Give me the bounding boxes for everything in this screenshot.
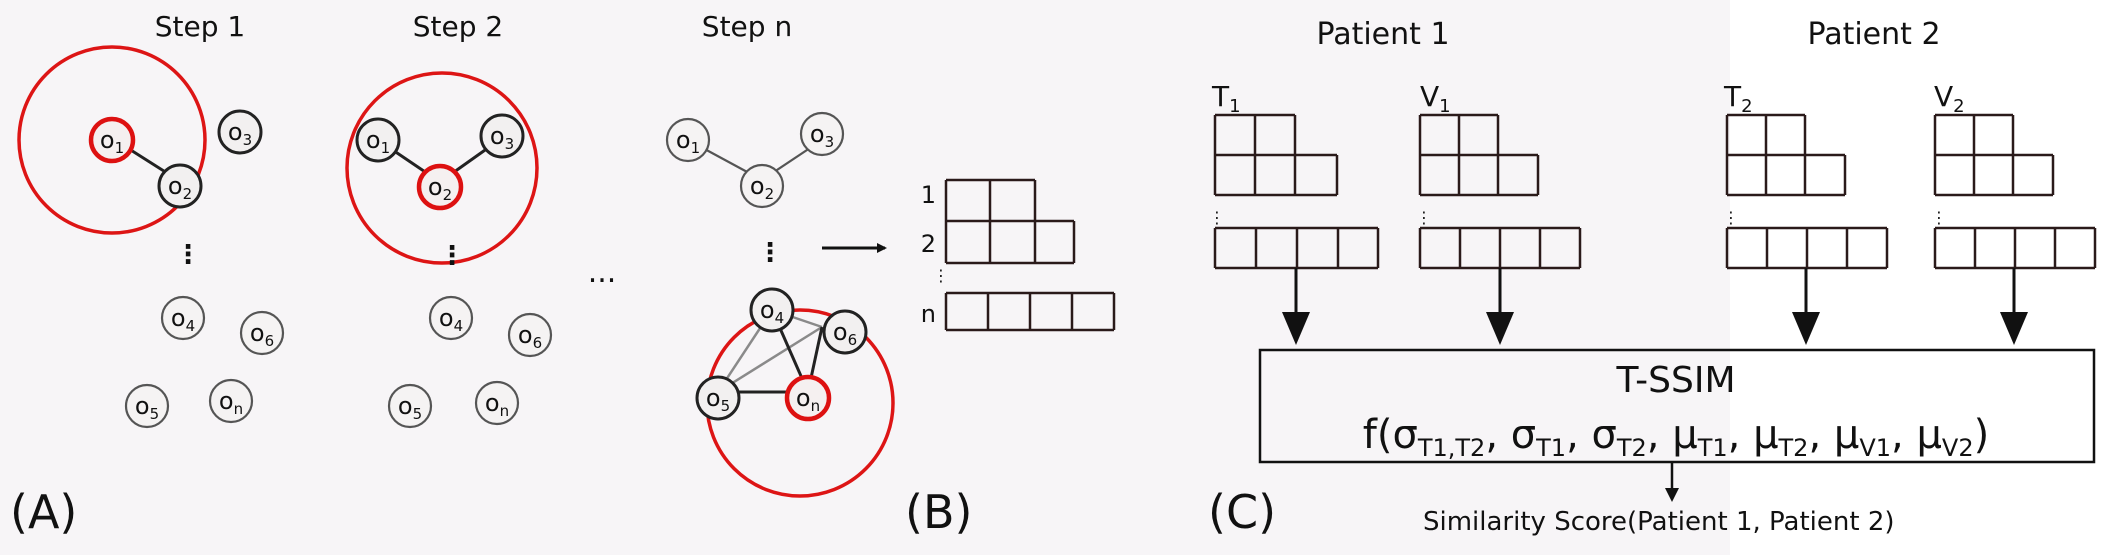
node-o5 [124,383,170,429]
matrix-t1: T1 ⋮ [1209,80,1380,345]
svg-text:o5: o5 [135,392,159,423]
matrix-v1-label: V1 [1420,80,1451,117]
arrow-down [1665,488,1679,502]
node-o3 [479,113,525,159]
node-o6 [239,310,285,356]
svg-text:o6: o6 [518,321,542,352]
svg-text:o2: o2 [428,173,452,204]
similarity-formula: f(σT1,T2, σT1, σT2, μT1, μT2, μV1, μV2) [1363,412,1989,462]
svg-text:o2: o2 [750,172,774,203]
svg-text:o2: o2 [168,172,192,203]
svg-text:o5: o5 [706,384,730,415]
arrow-down [2000,312,2028,345]
node-o6 [507,312,553,358]
vertical-dots: ⋮ [933,266,949,285]
svg-text:on: on [796,384,820,415]
svg-text:⋮: ⋮ [1723,208,1739,227]
node-o4 [160,295,206,341]
row-label-2: 2 [921,230,936,258]
formula-term-6: μ [1916,412,1941,458]
node-o2 [157,163,203,209]
node-o4 [749,287,795,333]
row-label-1: 1 [921,181,936,209]
svg-text:⋮: ⋮ [1931,208,1947,227]
node-o1 [665,117,711,163]
svg-text:o1: o1 [676,126,700,157]
svg-text:o4: o4 [439,304,463,335]
svg-text:o1: o1 [100,126,124,157]
svg-text:o6: o6 [250,319,274,350]
node-o3 [217,109,263,155]
node-o1 [355,117,401,163]
matrix-v2-label: V2 [1934,80,1965,117]
svg-text:o3: o3 [810,120,834,151]
formula-term-3: μ [1672,412,1697,458]
arrow-down [1486,312,1514,345]
step-1-graph: o1 o2 o3 ⋮ o4 o6 o5 on [17,45,285,429]
node-o5 [387,383,433,429]
tssim-title: T-SSIM [1615,360,1735,401]
patient-2-label: Patient 2 [1807,17,1940,52]
svg-text:⋮: ⋮ [1416,208,1432,227]
node-on [784,374,832,422]
step-2-label: Step 2 [413,10,503,43]
svg-text:o1: o1 [366,126,390,157]
vertical-dots: ⋮ [439,241,465,271]
matrix-t2-label: T2 [1723,80,1753,117]
node-on [474,380,520,426]
step-n-label: Step n [702,10,792,43]
step-n-graph: ⋮ o1 o2 o3 o4 o6 o5 on [665,111,895,498]
formula-term-1: σ [1511,412,1536,458]
matrix-t1-label: T1 [1211,80,1241,117]
svg-text:o3: o3 [228,118,252,149]
tssim-box [1258,348,2096,464]
panel-c-label: (C) [1208,485,1276,539]
similarity-score-label: Similarity Score(Patient 1, Patient 2) [1423,507,1895,537]
steps-ellipsis: ... [588,255,617,290]
node-o3 [799,111,845,157]
formula-term-4: μ [1753,412,1778,458]
graph-encoding-matrix: 1 2 ⋮ n [921,178,1116,332]
panel-a-label: (A) [10,485,77,539]
svg-text:⋮: ⋮ [1209,208,1225,227]
vertical-dots: ⋮ [757,238,783,268]
svg-text:o5: o5 [398,392,422,423]
arrow-down [1282,312,1310,345]
svg-text:o3: o3 [490,122,514,153]
neighborhood-circle [17,45,207,235]
formula-term-0: σ [1392,412,1417,458]
node-o6 [822,309,868,355]
node-o2 [416,163,464,211]
node-o5 [695,375,741,421]
arrow-down [1792,312,1820,345]
node-o2 [739,163,785,209]
svg-text:on: on [219,387,243,418]
formula-term-2: σ [1592,412,1617,458]
step-2-graph: o1 o2 o3 ⋮ o4 o6 o5 on [345,71,553,429]
svg-text:o6: o6 [833,318,857,349]
svg-text:o4: o4 [171,304,195,335]
patient-1-label: Patient 1 [1316,17,1449,52]
node-o1 [88,116,136,164]
step-1-label: Step 1 [155,10,245,43]
vertical-dots: ⋮ [175,240,201,270]
formula-term-5: μ [1834,412,1859,458]
node-o4 [428,295,474,341]
neighborhood-circle [345,71,539,265]
svg-text:on: on [485,389,509,420]
matrix-t2: T2 ⋮ [1723,80,1889,345]
matrix-v2: V2 ⋮ [1931,80,2097,345]
svg-text:o4: o4 [760,296,784,327]
panel-b-label: (B) [905,485,972,539]
node-on [208,378,254,424]
row-label-n: n [921,300,936,328]
matrix-v1: V1 ⋮ [1416,80,1582,345]
